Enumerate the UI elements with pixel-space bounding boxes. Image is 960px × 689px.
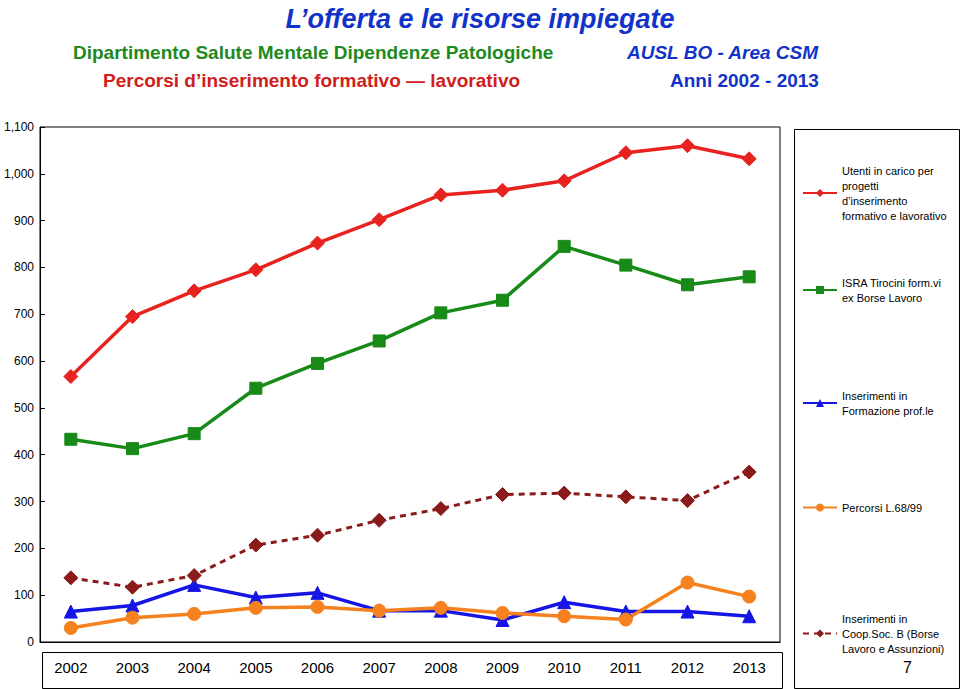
svg-text:800: 800 xyxy=(14,260,34,274)
svg-text:Anni 2002 - 2013: Anni 2002 - 2013 xyxy=(670,70,819,91)
svg-text:2002: 2002 xyxy=(54,659,87,676)
svg-text:L’offerta e le risorse impiega: L’offerta e le risorse impiegate xyxy=(285,4,674,34)
svg-text:Inserimenti in: Inserimenti in xyxy=(842,390,910,402)
svg-text:1,100: 1,100 xyxy=(4,120,34,134)
svg-text:2010: 2010 xyxy=(547,659,580,676)
svg-text:ex Borse Lavoro: ex Borse Lavoro xyxy=(842,292,922,304)
svg-text:600: 600 xyxy=(14,354,34,368)
svg-text:500: 500 xyxy=(14,401,34,415)
svg-text:2011: 2011 xyxy=(610,659,642,676)
svg-text:formativo e lavorativo: formativo e lavorativo xyxy=(842,210,947,222)
svg-text:900: 900 xyxy=(14,214,34,228)
svg-text:progetti: progetti xyxy=(842,180,882,192)
svg-text:700: 700 xyxy=(14,307,34,321)
svg-text:200: 200 xyxy=(14,541,34,555)
svg-text:Percorsi d’inserimento formati: Percorsi d’inserimento formativo — lavor… xyxy=(103,70,520,91)
svg-text:2003: 2003 xyxy=(116,659,149,676)
svg-text:300: 300 xyxy=(14,495,34,509)
svg-text:1,000: 1,000 xyxy=(4,167,34,181)
svg-text:Lavoro e Assunzioni): Lavoro e Assunzioni) xyxy=(842,643,944,655)
svg-text:2009: 2009 xyxy=(486,659,519,676)
svg-text:100: 100 xyxy=(14,588,34,602)
svg-text:Percorsi L.68/99: Percorsi L.68/99 xyxy=(842,502,922,514)
svg-text:2013: 2013 xyxy=(732,659,765,676)
svg-text:Utenti in carico per: Utenti in carico per xyxy=(842,165,937,177)
svg-text:Formazione prof.le: Formazione prof.le xyxy=(842,405,934,417)
svg-text:ISRA Tirocini form.vi: ISRA Tirocini form.vi xyxy=(842,277,944,289)
svg-text:2006: 2006 xyxy=(301,659,334,676)
svg-text:0: 0 xyxy=(27,635,34,649)
svg-text:AUSL BO - Area CSM: AUSL BO - Area CSM xyxy=(626,42,819,63)
svg-text:Inserimenti in: Inserimenti in xyxy=(842,613,910,625)
svg-text:400: 400 xyxy=(14,448,34,462)
svg-text:7: 7 xyxy=(903,659,912,676)
svg-text:2004: 2004 xyxy=(177,659,210,676)
svg-text:2007: 2007 xyxy=(362,659,395,676)
svg-text:2005: 2005 xyxy=(239,659,272,676)
svg-text:2012: 2012 xyxy=(671,659,704,676)
svg-text:Dipartimento Salute Mentale Di: Dipartimento Salute Mentale Dipendenze P… xyxy=(73,42,553,63)
svg-text:d’inserimento: d’inserimento xyxy=(842,195,910,207)
svg-text:2008: 2008 xyxy=(424,659,457,676)
svg-text:Coop.Soc. B (Borse: Coop.Soc. B (Borse xyxy=(842,628,942,640)
